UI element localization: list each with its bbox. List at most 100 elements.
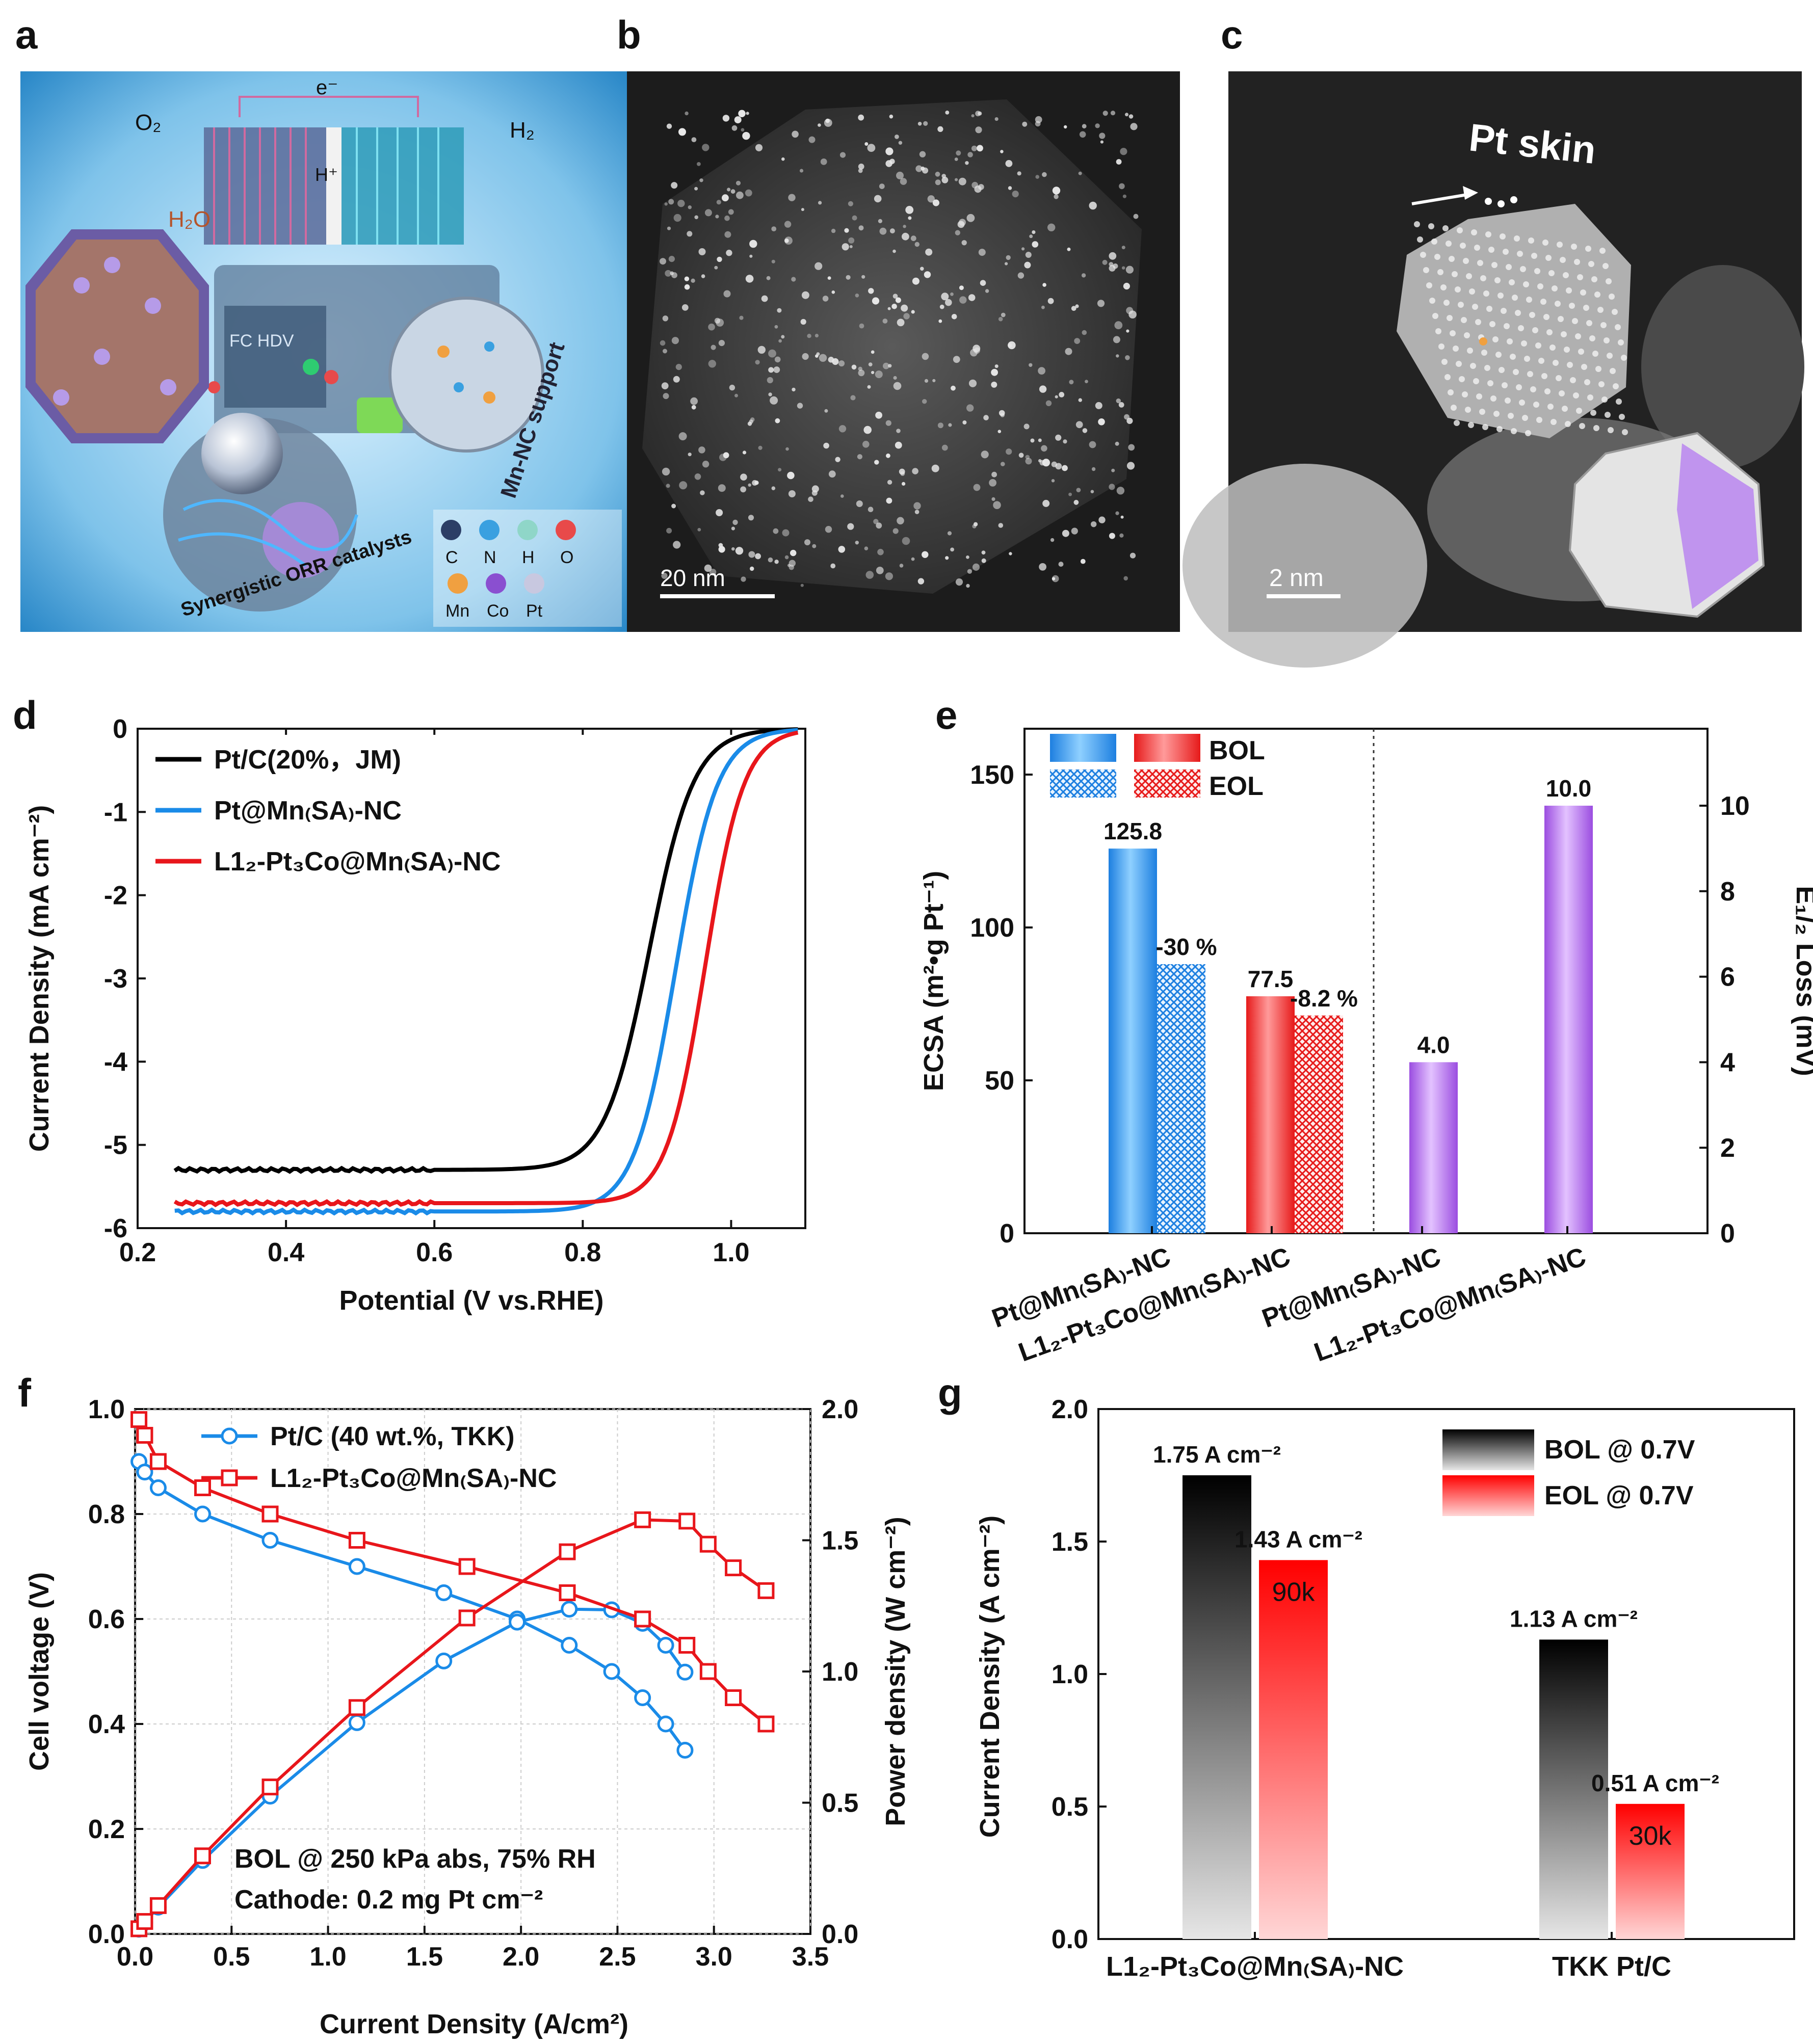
pt-dot: [1018, 453, 1024, 458]
f-marker-circle: [136, 1464, 153, 1481]
lattice-atom: [1495, 352, 1502, 358]
pt-dot: [974, 185, 982, 193]
pt-dot: [830, 563, 836, 569]
pt-dot: [991, 497, 995, 501]
legend-c: C: [445, 548, 458, 567]
pt-dot: [914, 510, 919, 514]
lattice-atom: [1570, 377, 1576, 383]
pt-dot: [858, 168, 863, 173]
panel-c: c Pt skin 2 nm: [1183, 12, 1804, 668]
lattice-atom: [1598, 381, 1605, 387]
pt-dot: [1125, 266, 1134, 274]
pt-dot: [822, 296, 829, 302]
pt-dot: [915, 165, 923, 172]
f-marker-square: [261, 1505, 279, 1523]
pt-dot: [1039, 563, 1046, 571]
lattice-atom: [1446, 241, 1452, 247]
lattice-atom: [1541, 373, 1547, 379]
pt-dot: [1039, 460, 1045, 466]
pt-dot: [745, 189, 752, 197]
pt-dot: [1017, 272, 1024, 279]
pt-dot: [807, 334, 811, 338]
pt-dot: [681, 304, 689, 311]
pt-dot: [788, 490, 796, 497]
pt-dot: [1126, 329, 1129, 333]
f-marker-square: [634, 1511, 651, 1528]
pt-dot: [902, 482, 906, 486]
lattice-atom: [1607, 353, 1613, 359]
g-xtick-label: L1₂-Pt₃Co@Mn₍SA₎-NC: [1106, 1951, 1404, 1982]
pt-dot: [1082, 330, 1087, 335]
e-ytick-right-label: 2: [1720, 1133, 1735, 1163]
pt-dot: [679, 481, 688, 490]
lattice-atom: [1529, 312, 1535, 318]
panel-a: a O₂ e⁻ H⁺ H₂ H₂O FC HDV: [15, 12, 627, 632]
pt-dot: [697, 162, 701, 166]
pt-dot: [1109, 264, 1116, 272]
lattice-atom: [1458, 302, 1464, 308]
lattice-atom: [1533, 402, 1539, 408]
pt-dot: [925, 248, 933, 256]
g-bar-eol-label: 0.51 A cm⁻²: [1591, 1770, 1719, 1796]
pt-dot: [1128, 114, 1134, 119]
pt-dot: [842, 243, 849, 251]
g-bar-bol-1: [1539, 1639, 1608, 1939]
f-marker-square: [634, 1610, 651, 1628]
f-marker-circle: [603, 1663, 620, 1680]
pt-dot: [975, 111, 981, 117]
pt-dot: [962, 420, 967, 424]
legend-e-bol-red: [1134, 734, 1200, 762]
pt-dot: [718, 543, 723, 548]
pt-dot: [1118, 402, 1124, 408]
pt-dot: [903, 313, 910, 320]
lattice-atom: [1606, 278, 1612, 284]
pt-dot: [774, 356, 781, 363]
pt-dot: [748, 551, 755, 558]
pt-dot: [1035, 175, 1039, 179]
pt-dot: [858, 164, 864, 170]
pt-dot: [924, 271, 931, 278]
scalebar-b-label: 20 nm: [660, 565, 725, 591]
pt-dot: [801, 208, 804, 211]
lattice-atom: [1489, 321, 1495, 327]
pt-dot: [1051, 479, 1055, 483]
pt-dot: [1039, 385, 1047, 393]
pt-dot: [968, 379, 977, 387]
pt-dot: [994, 117, 999, 121]
lattice-atom: [1503, 249, 1509, 255]
pt-dot: [1091, 521, 1097, 527]
pt-dot: [966, 583, 970, 588]
lattice-atom: [1435, 328, 1441, 334]
pt-dot: [891, 304, 897, 309]
pt-dot: [750, 566, 754, 571]
pt-dot: [896, 171, 904, 179]
lattice-atom: [1483, 290, 1489, 297]
f-ytick-right-label: 0.0: [822, 1920, 858, 1949]
e-bar-bol-label: 77.5: [1248, 966, 1294, 992]
pt-dot: [967, 152, 973, 157]
pt-dot: [749, 240, 757, 248]
lattice-atom: [1426, 282, 1432, 288]
e-ytick-left-label: 150: [970, 760, 1014, 790]
lattice-atom: [1551, 419, 1557, 425]
lattice-atom: [1561, 331, 1567, 337]
pt-dot: [941, 174, 946, 178]
pt-dot: [1055, 463, 1062, 470]
panel-label-b: b: [617, 12, 641, 57]
f-marker-square: [136, 1913, 153, 1930]
lattice-atom: [1577, 274, 1583, 280]
f-marker-square: [130, 1411, 148, 1428]
pt-dot: [804, 539, 810, 546]
pt-dot: [978, 249, 986, 256]
lattice-atom: [1530, 386, 1536, 392]
f-marker-circle: [435, 1584, 453, 1601]
legend-d-pt3co: L1₂-Pt₃Co@Mn₍SA₎-NC: [214, 847, 501, 877]
e-ytick-right-label: 4: [1720, 1048, 1735, 1077]
lattice-atom: [1575, 333, 1581, 339]
pt-dot: [1068, 492, 1072, 496]
pt-dot: [678, 432, 687, 441]
lattice-atom: [1431, 238, 1437, 245]
g-bar-bol-0: [1183, 1475, 1251, 1939]
pt-dot: [922, 399, 927, 404]
e-bar-bol-0: [1109, 848, 1157, 1233]
